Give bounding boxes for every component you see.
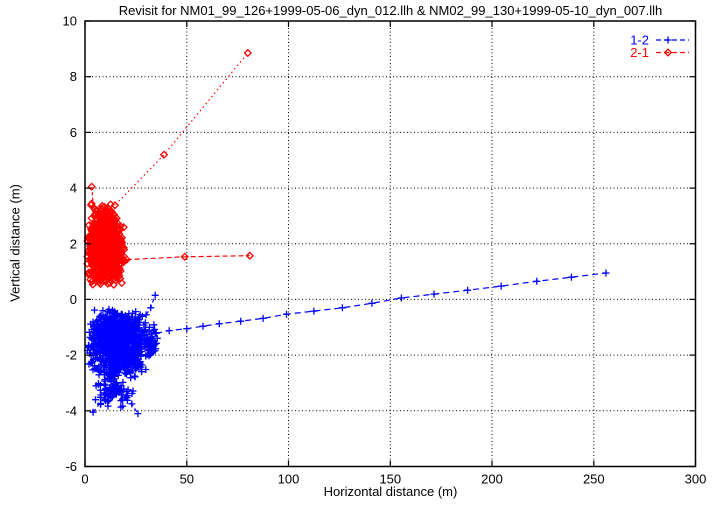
- series-2-1-markers: [83, 48, 255, 289]
- svg-text:0: 0: [81, 472, 88, 487]
- x-axis-label: Horizontal distance (m): [323, 484, 458, 499]
- svg-text:4: 4: [70, 181, 77, 196]
- svg-text:-4: -4: [65, 403, 77, 418]
- svg-text:250: 250: [583, 472, 605, 487]
- series-1-2: [83, 269, 610, 418]
- svg-text:-2: -2: [65, 348, 77, 363]
- legend-plus-icon: [664, 36, 672, 44]
- chart-title: Revisit for NM01_99_126+1999-05-06_dyn_0…: [118, 3, 663, 18]
- svg-text:300: 300: [685, 472, 707, 487]
- axis-ticks: [84, 20, 697, 468]
- grid-lines: [85, 21, 696, 467]
- series-2-1-line: [126, 255, 250, 261]
- svg-text:-6: -6: [65, 459, 77, 474]
- legend-diamond-icon: [663, 48, 673, 57]
- svg-text:150: 150: [379, 472, 401, 487]
- series-1-2-line: [156, 272, 607, 334]
- svg-text:50: 50: [180, 472, 194, 487]
- y-tick-labels: -6 -4 -2 0 2 4 6 8 10: [63, 14, 77, 475]
- svg-text:200: 200: [481, 472, 503, 487]
- legend-label-2-1: 2-1: [630, 45, 649, 60]
- svg-text:8: 8: [70, 69, 77, 84]
- svg-text:6: 6: [70, 125, 77, 140]
- svg-text:100: 100: [278, 472, 300, 487]
- series-1-2-markers: [83, 269, 610, 418]
- svg-text:10: 10: [63, 14, 77, 29]
- series-2-1: [83, 48, 255, 289]
- series-2-1-line: [112, 52, 249, 232]
- svg-text:0: 0: [70, 292, 77, 307]
- svg-text:2: 2: [70, 236, 77, 251]
- legend: 1-22-1: [630, 33, 689, 60]
- x-tick-labels: 0 50 100 150 200 250 300: [81, 472, 706, 487]
- legend-label-1-2: 1-2: [630, 33, 649, 48]
